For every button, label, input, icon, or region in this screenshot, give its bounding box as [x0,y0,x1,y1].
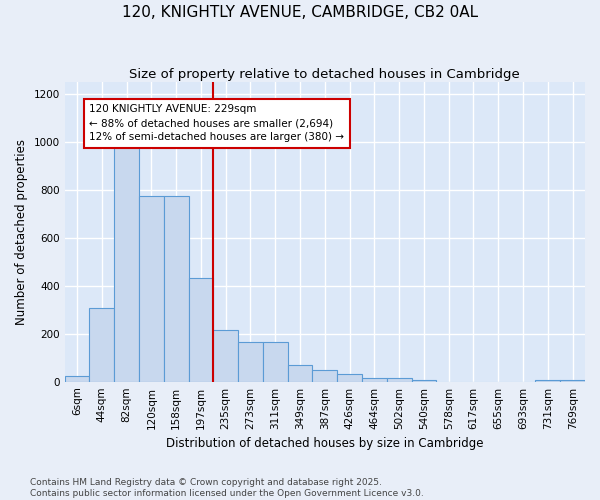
Y-axis label: Number of detached properties: Number of detached properties [15,138,28,324]
Bar [535,380,560,382]
Bar [139,196,164,382]
Text: Contains HM Land Registry data © Crown copyright and database right 2025.
Contai: Contains HM Land Registry data © Crown c… [30,478,424,498]
Bar [188,278,214,382]
Bar [214,330,238,382]
Bar [313,370,337,382]
Bar [238,342,263,382]
Text: 120, KNIGHTLY AVENUE, CAMBRIDGE, CB2 0AL: 120, KNIGHTLY AVENUE, CAMBRIDGE, CB2 0AL [122,5,478,20]
Text: 120 KNIGHTLY AVENUE: 229sqm
← 88% of detached houses are smaller (2,694)
12% of : 120 KNIGHTLY AVENUE: 229sqm ← 88% of det… [89,104,344,142]
Bar [287,365,313,382]
X-axis label: Distribution of detached houses by size in Cambridge: Distribution of detached houses by size … [166,437,484,450]
Bar [263,342,287,382]
Bar [114,146,139,382]
Bar [65,376,89,382]
Bar [337,374,362,382]
Title: Size of property relative to detached houses in Cambridge: Size of property relative to detached ho… [130,68,520,80]
Bar [387,378,412,382]
Bar [412,380,436,382]
Bar [89,308,114,382]
Bar [164,196,188,382]
Bar [560,380,585,382]
Bar [362,378,387,382]
